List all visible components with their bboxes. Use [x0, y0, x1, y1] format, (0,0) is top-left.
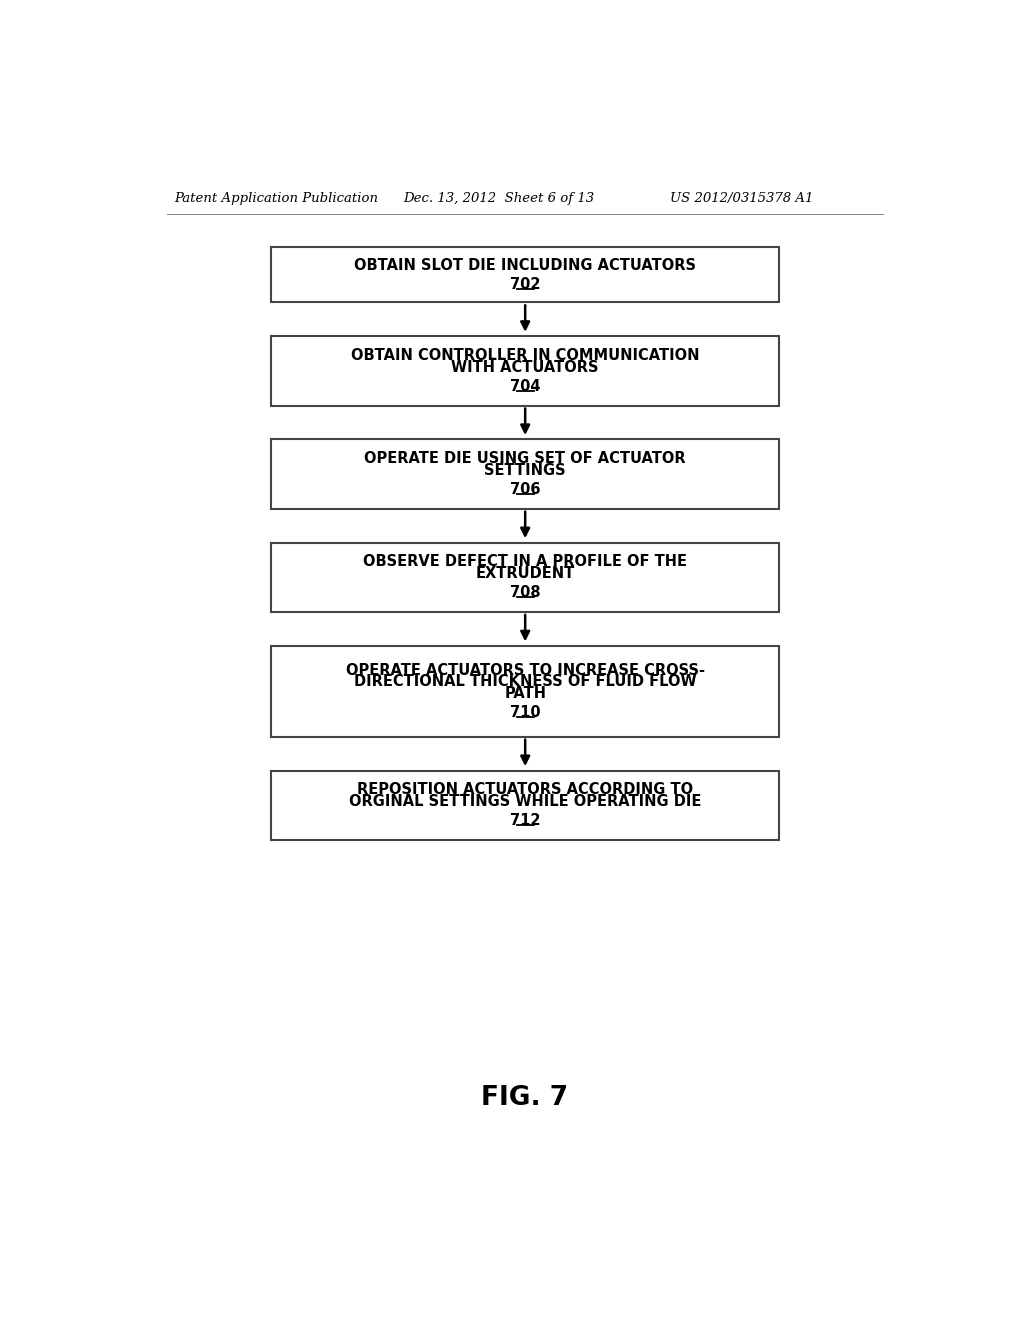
- Text: DIRECTIONAL THICKNESS OF FLUID FLOW: DIRECTIONAL THICKNESS OF FLUID FLOW: [354, 675, 696, 689]
- Bar: [271, 337, 779, 405]
- Bar: [271, 247, 779, 302]
- Text: OPERATE ACTUATORS TO INCREASE CROSS-: OPERATE ACTUATORS TO INCREASE CROSS-: [346, 663, 705, 677]
- Text: US 2012/0315378 A1: US 2012/0315378 A1: [671, 191, 814, 205]
- Text: 712: 712: [510, 813, 541, 828]
- Text: 704: 704: [510, 379, 541, 393]
- Text: OBSERVE DEFECT IN A PROFILE OF THE: OBSERVE DEFECT IN A PROFILE OF THE: [364, 554, 687, 569]
- Text: OPERATE DIE USING SET OF ACTUATOR: OPERATE DIE USING SET OF ACTUATOR: [365, 451, 686, 466]
- Text: OBTAIN CONTROLLER IN COMMUNICATION: OBTAIN CONTROLLER IN COMMUNICATION: [351, 348, 699, 363]
- Text: Patent Application Publication: Patent Application Publication: [174, 191, 379, 205]
- Text: 710: 710: [510, 705, 541, 719]
- Text: SETTINGS: SETTINGS: [484, 463, 566, 478]
- Bar: [271, 771, 779, 840]
- Text: FIG. 7: FIG. 7: [481, 1085, 568, 1111]
- Text: EXTRUDENT: EXTRUDENT: [475, 566, 574, 581]
- Text: OBTAIN SLOT DIE INCLUDING ACTUATORS: OBTAIN SLOT DIE INCLUDING ACTUATORS: [354, 257, 696, 272]
- Text: 706: 706: [510, 482, 541, 498]
- Text: 702: 702: [510, 277, 541, 292]
- Text: REPOSITION ACTUATORS ACCORDING TO: REPOSITION ACTUATORS ACCORDING TO: [357, 783, 693, 797]
- Text: ORGINAL SETTINGS WHILE OPERATING DIE: ORGINAL SETTINGS WHILE OPERATING DIE: [349, 793, 701, 809]
- Bar: [271, 440, 779, 508]
- Bar: [271, 645, 779, 737]
- Text: 708: 708: [510, 585, 541, 601]
- Bar: [271, 543, 779, 612]
- Text: Dec. 13, 2012  Sheet 6 of 13: Dec. 13, 2012 Sheet 6 of 13: [403, 191, 594, 205]
- Text: WITH ACTUATORS: WITH ACTUATORS: [452, 359, 599, 375]
- Text: PATH: PATH: [504, 685, 546, 701]
